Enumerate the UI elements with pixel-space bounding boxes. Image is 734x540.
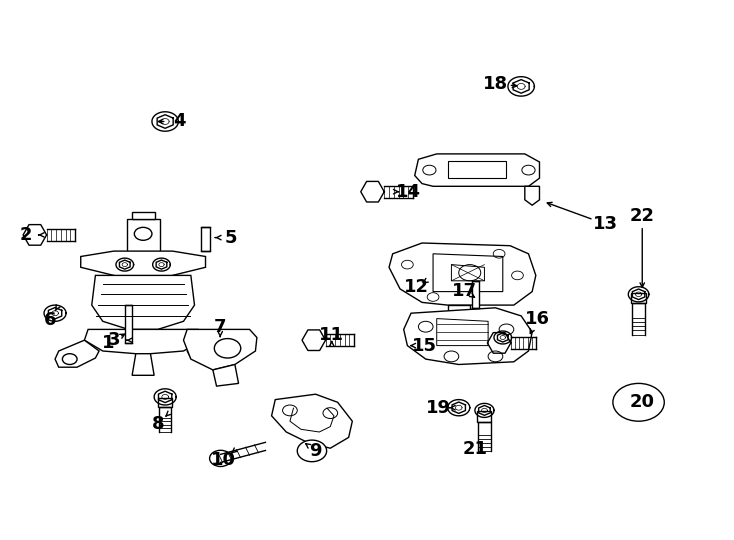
Text: 11: 11 — [319, 326, 344, 344]
Polygon shape — [448, 305, 470, 316]
Polygon shape — [132, 354, 154, 375]
Polygon shape — [187, 340, 231, 367]
Text: 18: 18 — [483, 75, 508, 93]
Polygon shape — [415, 154, 539, 186]
Text: 13: 13 — [593, 215, 618, 233]
Text: 12: 12 — [404, 278, 429, 296]
Circle shape — [210, 450, 232, 467]
Polygon shape — [525, 186, 539, 205]
Text: 3: 3 — [107, 331, 120, 349]
Text: 7: 7 — [214, 318, 227, 336]
Polygon shape — [404, 308, 532, 364]
Text: 15: 15 — [412, 336, 437, 355]
Text: 14: 14 — [396, 183, 421, 201]
Text: 9: 9 — [309, 442, 322, 460]
Text: 17: 17 — [452, 281, 477, 300]
Text: 6: 6 — [43, 310, 57, 329]
Text: 10: 10 — [211, 451, 236, 469]
Text: 5: 5 — [225, 228, 238, 247]
Polygon shape — [184, 329, 257, 370]
Bar — [631, 293, 646, 303]
Text: 16: 16 — [525, 309, 550, 328]
Polygon shape — [213, 364, 239, 386]
Text: 22: 22 — [630, 207, 655, 225]
Text: 4: 4 — [173, 112, 186, 131]
Polygon shape — [92, 275, 195, 329]
Text: 21: 21 — [462, 440, 487, 458]
Polygon shape — [81, 251, 206, 281]
Bar — [127, 219, 160, 256]
Circle shape — [613, 383, 664, 421]
Polygon shape — [389, 243, 536, 305]
Bar — [158, 398, 172, 407]
Polygon shape — [55, 340, 99, 367]
Bar — [125, 305, 132, 343]
Text: 1: 1 — [102, 334, 115, 352]
Text: 2: 2 — [19, 226, 32, 244]
Bar — [477, 411, 492, 422]
Text: 20: 20 — [630, 393, 655, 411]
Polygon shape — [272, 394, 352, 448]
Bar — [473, 281, 479, 308]
Bar — [201, 227, 210, 251]
Bar — [131, 212, 155, 219]
Text: 8: 8 — [151, 415, 164, 433]
Circle shape — [297, 440, 327, 462]
Polygon shape — [84, 329, 202, 354]
Text: 19: 19 — [426, 399, 451, 417]
